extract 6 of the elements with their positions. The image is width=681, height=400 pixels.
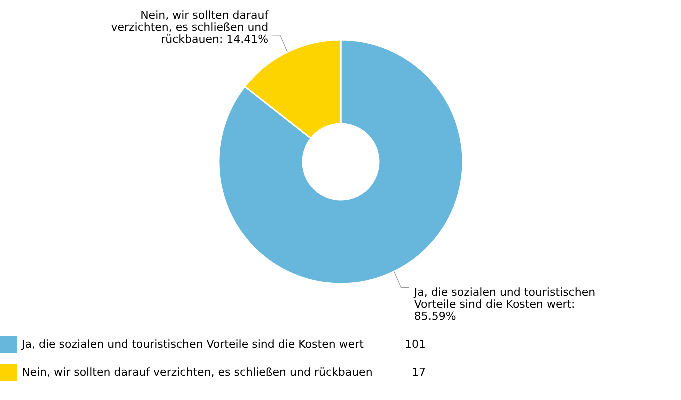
legend-label: Ja, die sozialen und touristischen Vorteile sind die Kosten wert [21, 338, 365, 351]
text: 101 [405, 338, 426, 351]
legend-label: Nein, wir sollten darauf verzichten, es schließen und rückbauen [22, 366, 373, 379]
text: 17 [412, 366, 426, 379]
data-label: Ja, die sozialen und touristischen Vorteile sind die Kosten wert: 85.59% [413, 286, 596, 323]
data-label: Nein, wir sollten darauf verzichten, es schließen und rückbauen: 14.41% [111, 9, 270, 46]
